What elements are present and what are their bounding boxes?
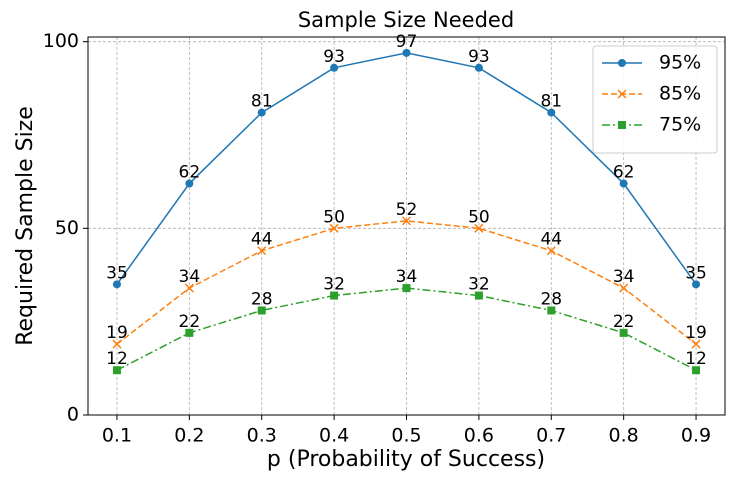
data-label: 28 xyxy=(540,289,562,309)
marker xyxy=(112,366,121,375)
plot-frame xyxy=(87,36,726,416)
x-tick-label: 0.3 xyxy=(247,425,277,447)
x-axis-label: p (Probability of Success) xyxy=(267,447,545,472)
x-tick-label: 0.5 xyxy=(391,425,421,447)
marker xyxy=(401,216,412,226)
data-label: 22 xyxy=(613,312,635,332)
data-label: 44 xyxy=(540,230,562,250)
marker xyxy=(112,339,122,349)
x-tick-label: 0.8 xyxy=(609,425,639,447)
legend-marker xyxy=(618,121,626,129)
marker xyxy=(257,108,266,117)
marker xyxy=(184,283,194,293)
marker xyxy=(619,283,629,293)
legend-label: 95% xyxy=(659,52,701,74)
legend-marker xyxy=(617,89,627,99)
chart-title: Sample Size Needed xyxy=(298,8,514,32)
data-label: 34 xyxy=(179,267,201,287)
marker xyxy=(619,328,628,337)
data-label: 50 xyxy=(468,207,490,227)
x-tick-label: 0.2 xyxy=(174,425,204,447)
data-label: 35 xyxy=(106,263,128,283)
y-tick-label: 50 xyxy=(55,217,79,239)
data-label: 12 xyxy=(106,349,128,369)
x-tick-label: 0.1 xyxy=(102,425,132,447)
marker xyxy=(402,48,411,57)
y-axis-label: Required Sample Size xyxy=(13,106,38,346)
data-label: 19 xyxy=(685,323,707,343)
marker xyxy=(619,179,628,188)
legend: 95% 85% 75% xyxy=(592,45,718,154)
data-line xyxy=(116,220,697,345)
data-line xyxy=(116,287,697,371)
marker xyxy=(547,108,556,117)
x-tick-label: 0.6 xyxy=(464,425,494,447)
x-tick-label: 0.4 xyxy=(319,425,349,447)
marker xyxy=(330,63,339,72)
data-label: 34 xyxy=(613,267,635,287)
data-label: 44 xyxy=(251,230,273,250)
marker xyxy=(547,306,556,315)
data-label: 81 xyxy=(251,92,273,112)
data-label: 52 xyxy=(396,200,418,220)
marker xyxy=(692,280,701,289)
marker xyxy=(185,328,194,337)
legend-label: 75% xyxy=(659,114,701,136)
data-label: 93 xyxy=(323,47,345,67)
legend-label: 85% xyxy=(659,83,701,105)
marker xyxy=(330,291,339,300)
data-label: 32 xyxy=(468,275,490,295)
data-label: 34 xyxy=(396,267,418,287)
data-label: 32 xyxy=(323,275,345,295)
y-tick-label: 100 xyxy=(43,30,79,52)
marker xyxy=(185,179,194,188)
data-label: 35 xyxy=(685,263,707,283)
data-label: 97 xyxy=(396,32,418,52)
legend-marker xyxy=(618,59,626,67)
marker xyxy=(402,284,411,293)
data-label: 12 xyxy=(685,349,707,369)
x-tick-label: 0.7 xyxy=(536,425,566,447)
data-label: 19 xyxy=(106,323,128,343)
marker xyxy=(546,246,556,256)
data-label: 22 xyxy=(179,312,201,332)
x-tick-label: 0.9 xyxy=(681,425,711,447)
data-label: 81 xyxy=(540,92,562,112)
data-label: 62 xyxy=(179,163,201,183)
marker xyxy=(329,223,339,233)
data-label: 62 xyxy=(613,163,635,183)
marker xyxy=(257,306,266,315)
marker xyxy=(112,280,121,289)
marker xyxy=(474,223,484,233)
marker xyxy=(474,291,483,300)
data-label: 28 xyxy=(251,289,273,309)
data-label: 93 xyxy=(468,47,490,67)
data-label: 50 xyxy=(323,207,345,227)
marker xyxy=(474,63,483,72)
marker xyxy=(257,246,267,256)
marker xyxy=(692,366,701,375)
y-tick-label: 0 xyxy=(67,404,79,426)
marker xyxy=(691,339,701,349)
